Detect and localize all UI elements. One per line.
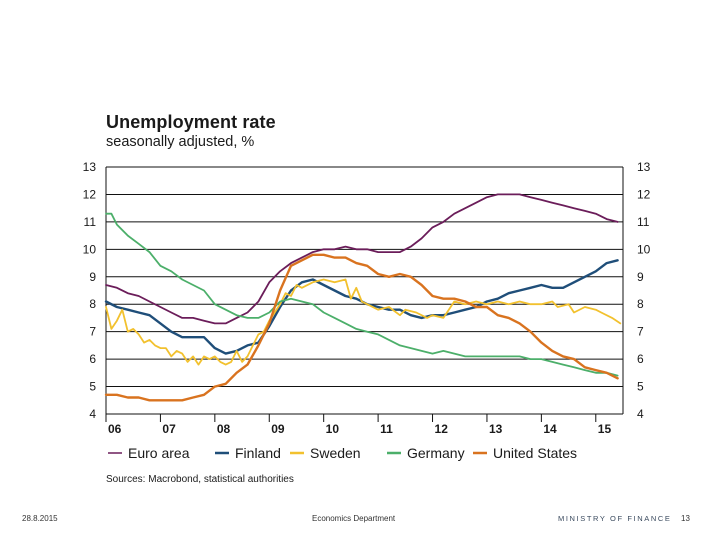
y-tick-left-8: 8 bbox=[89, 297, 96, 311]
y-tick-left-6: 6 bbox=[89, 352, 96, 366]
series-line-germany bbox=[105, 212, 619, 377]
y-tick-left-5: 5 bbox=[89, 380, 96, 394]
y-tick-left-12: 12 bbox=[83, 187, 97, 201]
legend-label-germany: Germany bbox=[407, 445, 465, 461]
x-tick-10: 10 bbox=[326, 422, 340, 436]
y-tick-left-11: 11 bbox=[84, 215, 97, 229]
series-lines bbox=[104, 193, 622, 402]
y-tick-left-10: 10 bbox=[83, 242, 97, 256]
footer-date: 28.8.2015 bbox=[22, 514, 58, 523]
y-tick-right-8: 8 bbox=[637, 297, 644, 311]
y-tick-left-7: 7 bbox=[89, 325, 96, 339]
x-tick-09: 09 bbox=[271, 422, 285, 436]
y-tick-right-12: 12 bbox=[637, 187, 651, 201]
x-tick-13: 13 bbox=[489, 422, 503, 436]
x-tick-06: 06 bbox=[108, 422, 122, 436]
chart-subtitle: seasonally adjusted, % bbox=[106, 134, 255, 150]
series-line-sweden bbox=[105, 278, 622, 366]
x-tick-14: 14 bbox=[543, 422, 557, 436]
series-line-united-states bbox=[104, 253, 619, 402]
y-tick-right-10: 10 bbox=[637, 242, 651, 256]
legend-label-finland: Finland bbox=[235, 445, 281, 461]
legend-label-united-states: United States bbox=[493, 445, 577, 461]
grid bbox=[105, 166, 624, 415]
x-tick-15: 15 bbox=[598, 422, 612, 436]
y-axis-right: 4 5 6 7 8 9 10 11 12 13 bbox=[637, 160, 651, 421]
y-axis-left: 4 5 6 7 8 9 10 11 12 13 bbox=[83, 160, 97, 421]
y-tick-right-6: 6 bbox=[637, 352, 644, 366]
chart-title: Unemployment rate bbox=[106, 112, 276, 132]
y-tick-left-9: 9 bbox=[89, 270, 96, 284]
y-tick-right-7: 7 bbox=[637, 325, 644, 339]
y-tick-left-4: 4 bbox=[89, 407, 96, 421]
page-number: 13 bbox=[681, 514, 690, 523]
legend-label-euro-area: Euro area bbox=[128, 445, 190, 461]
footer-department: Economics Department bbox=[312, 514, 396, 523]
y-tick-right-11: 11 bbox=[637, 215, 650, 229]
x-tick-08: 08 bbox=[217, 422, 231, 436]
y-tick-right-13: 13 bbox=[637, 160, 651, 174]
x-axis: 06 07 08 09 10 11 12 13 14 15 bbox=[105, 414, 612, 436]
series-line-finland bbox=[104, 259, 619, 355]
chart-source: Sources: Macrobond, statistical authorit… bbox=[106, 474, 294, 485]
y-tick-right-5: 5 bbox=[637, 380, 644, 394]
y-tick-right-4: 4 bbox=[637, 407, 644, 421]
y-tick-right-9: 9 bbox=[637, 270, 644, 284]
y-tick-left-13: 13 bbox=[83, 160, 97, 174]
footer-ministry: MINISTRY OF FINANCE bbox=[558, 514, 672, 523]
x-tick-12: 12 bbox=[435, 422, 449, 436]
series-line-euro-area bbox=[105, 193, 619, 325]
legend: Euro area Finland Sweden Germany United Stat… bbox=[108, 445, 577, 461]
x-tick-07: 07 bbox=[162, 422, 176, 436]
x-tick-11: 11 bbox=[380, 422, 393, 436]
legend-label-sweden: Sweden bbox=[310, 445, 361, 461]
